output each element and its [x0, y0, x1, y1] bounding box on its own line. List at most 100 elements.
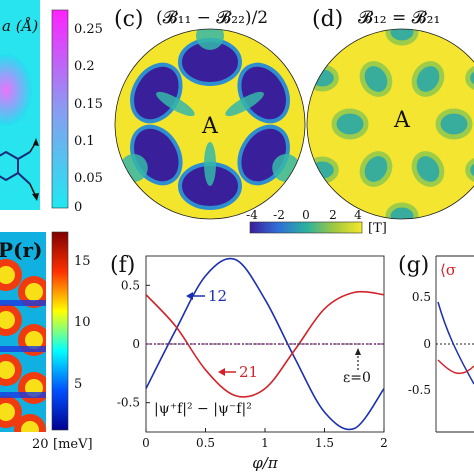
field-pocket-teal: [331, 108, 369, 140]
colorbar-a-tick: 0.2: [74, 59, 95, 74]
field-edge-teal: [196, 29, 224, 50]
panel-a-colorbar-ticks: 0.25 0.2 0.15 0.1 0.05 0: [74, 22, 103, 215]
panel-c-title: (𝓑₁₁ − 𝓑₂₂)/2: [156, 8, 268, 28]
colorbar-e-tick: 15: [74, 254, 91, 269]
colorbar-cd-tick: 0: [302, 208, 310, 222]
panel-g-blue-curve: [437, 301, 474, 385]
panel-c-center-label: A: [201, 114, 219, 139]
field-edge-teal: [119, 154, 148, 182]
panel-f-formula: |ψ⁺f|² − |ψ⁻f|²: [154, 401, 252, 417]
colorbar-a-tick: 0.15: [74, 97, 103, 112]
panel-f-series: [146, 257, 384, 431]
field-pocket-teal: [307, 64, 339, 92]
field-pocket-teal: [385, 202, 419, 219]
colorbar-cd-tick: 4: [354, 208, 362, 222]
x-tick-label: 2: [380, 436, 388, 450]
density-blob-core: [0, 403, 15, 421]
colorbar-cd-tick: -4: [246, 208, 258, 222]
colorbar-cd-unit: [T]: [368, 221, 387, 236]
field-pocket-teal: [359, 151, 393, 187]
panel-e-colorbar: [51, 231, 69, 431]
field-pocket-teal: [411, 151, 445, 187]
density-gap: [0, 392, 46, 398]
colorbar-a-tick: 0.05: [74, 171, 103, 186]
lattice-arrows: [29, 138, 39, 201]
density-blob-core: [21, 421, 39, 432]
x-tick-label: 1: [261, 436, 269, 450]
panel-f-label-12: 12: [208, 287, 227, 305]
colorbar-a-tick: 0.1: [74, 134, 95, 149]
density-blob-core: [0, 311, 15, 329]
field-pocket-teal: [435, 108, 473, 140]
colorbar-cd: -4 -2 0 2 4 [T]: [246, 208, 387, 236]
panel-f-annotation-12: 12: [186, 287, 227, 305]
x-tick-label: 0.5: [196, 436, 215, 450]
series-line-2: [146, 290, 384, 398]
y-tick-label: 0: [132, 337, 140, 351]
colorbar-cd-tick: -2: [273, 208, 285, 222]
field-pocket-teal: [465, 156, 474, 184]
panel-f-annotation-eps: ε=0: [343, 348, 371, 386]
density-blob-core: [0, 266, 15, 284]
panel-d: A (d) 𝓑₁₂ = 𝓑₂₁: [306, 7, 474, 220]
panel-f-label-eps: ε=0: [343, 370, 371, 386]
x-tick-label: 0: [142, 436, 150, 450]
panel-f-xlabel: φ/π: [252, 454, 279, 472]
density-gap: [0, 300, 46, 306]
field-pocket-teal: [359, 61, 393, 97]
panel-a-glow: [0, 54, 32, 126]
panel-c: A (c) (𝓑₁₁ − 𝓑₂₂)/2: [114, 7, 306, 220]
panel-d-title: 𝓑₁₂ = 𝓑₂₁: [358, 8, 440, 28]
panel-d-field-map: [307, 29, 474, 219]
panel-f: (f) 0 0.5 1 1.5 2 0.5 0 -0.5 12 21 ε=0 |ψ⁺f|² −…: [110, 253, 388, 472]
field-pocket-teal: [411, 61, 445, 97]
colorbar-e-tick: 5: [74, 377, 82, 392]
panel-g-partial: (g) ⟨σ 0.5 0 -0.5: [398, 253, 474, 433]
panel-a-colorbar: [51, 9, 69, 209]
density-gap: [0, 346, 46, 352]
panel-g-tick: 0: [423, 337, 431, 351]
field-pocket-teal: [465, 64, 474, 92]
panel-f-label-21: 21: [239, 363, 258, 381]
colorbar-e-tick: 10: [74, 315, 91, 330]
series-line-1: [146, 257, 384, 431]
colorbar-cd-bar: [249, 221, 363, 234]
density-blob-core: [25, 331, 43, 349]
panel-e-blobs: [0, 259, 46, 432]
panel-e-title: P(r): [0, 238, 43, 262]
colorbar-cd-tick: 2: [329, 208, 337, 222]
colorbar-a-tick: 0.25: [74, 22, 103, 37]
panel-e-unit: [meV]: [53, 437, 93, 452]
panel-g-letter: (g): [398, 253, 429, 278]
panel-a-axis-label: a (Å): [2, 17, 38, 35]
colorbar-a-tick: 0: [74, 200, 82, 215]
panel-e-x-tick: 20: [32, 437, 49, 452]
panel-d-letter: (d): [312, 7, 343, 32]
panel-f-annotation-21: 21: [218, 363, 258, 381]
field-ridge-teal: [156, 91, 195, 117]
arrow-left-icon: [186, 292, 193, 300]
field-ridge-teal: [204, 142, 216, 186]
panel-c-border: [114, 28, 306, 220]
panel-d-border: [306, 28, 474, 220]
arrow-left-icon: [218, 368, 225, 376]
panel-e-partial: P(r) 15 10 5 20 [meV]: [0, 231, 93, 452]
panel-g-red-curve: [437, 359, 474, 375]
density-blob-core: [0, 361, 15, 379]
lattice-hexagon-icon: [0, 150, 31, 185]
x-tick-label: 1.5: [315, 436, 334, 450]
panel-f-letter: (f): [110, 253, 135, 278]
panel-d-center-label: A: [393, 108, 411, 133]
panel-g-tick: 0.5: [412, 290, 431, 304]
arrow-up-icon: [355, 348, 361, 355]
field-ridge-teal: [225, 91, 264, 117]
field-edge-teal: [272, 154, 301, 182]
panel-a-partial: a (Å) 0.25 0.2 0.15 0.1 0.05 0: [0, 0, 103, 215]
field-pocket-teal: [385, 29, 419, 46]
density-blob-core: [25, 283, 43, 301]
panel-g-tick: -0.5: [408, 383, 431, 397]
panel-c-letter: (c): [114, 7, 144, 32]
y-tick-label: -0.5: [117, 396, 140, 410]
field-pocket-teal: [307, 156, 339, 184]
